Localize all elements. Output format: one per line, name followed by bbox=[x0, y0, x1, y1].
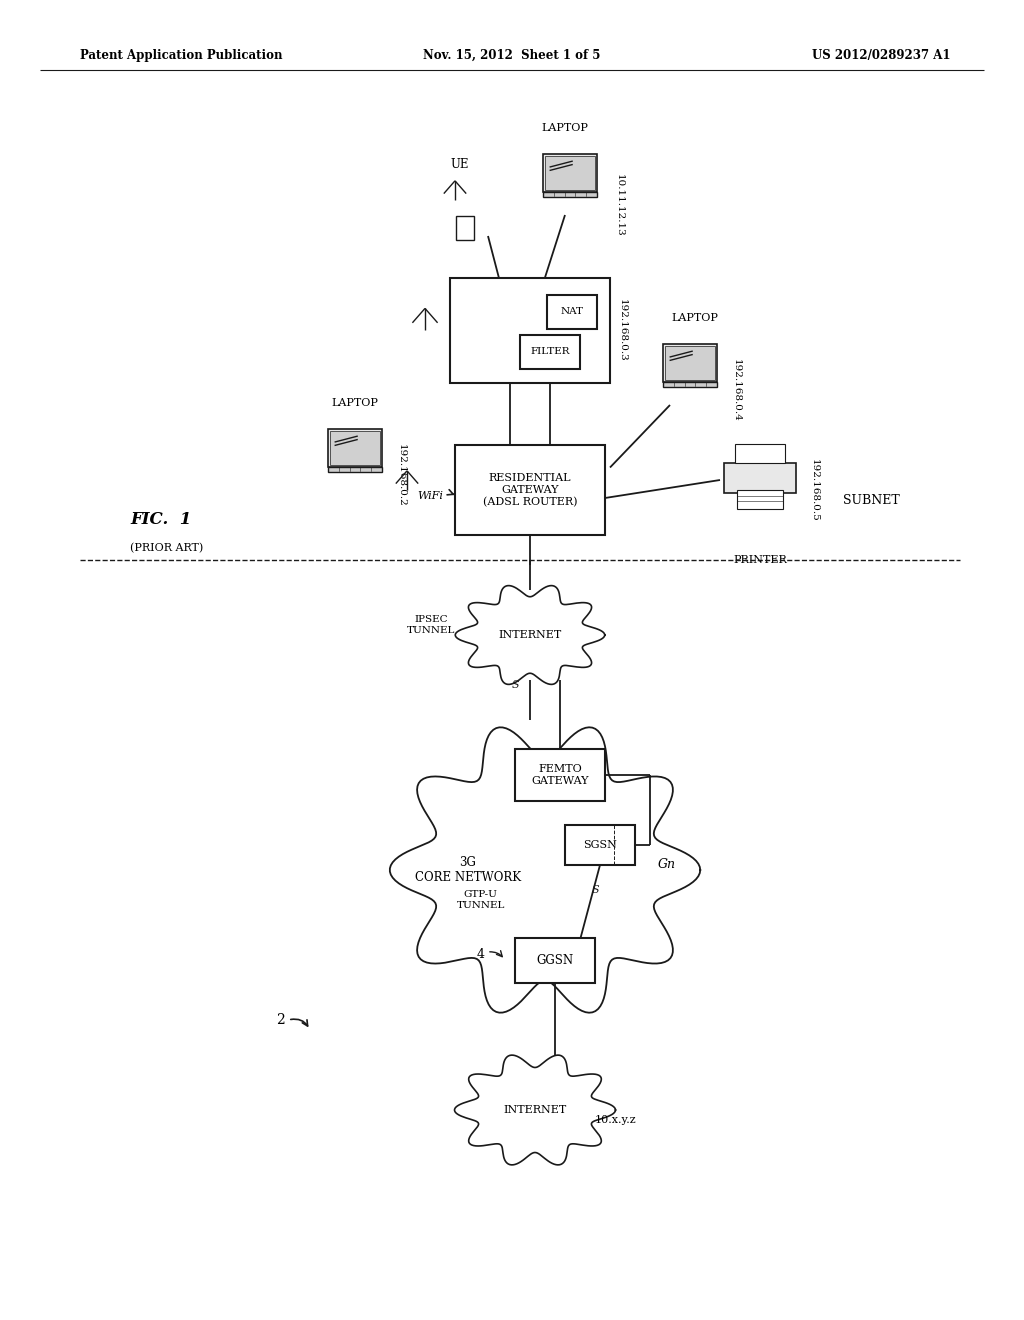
FancyBboxPatch shape bbox=[543, 154, 597, 191]
Text: Gn: Gn bbox=[658, 858, 676, 871]
Text: 192.168.0.4: 192.168.0.4 bbox=[732, 359, 741, 421]
FancyBboxPatch shape bbox=[515, 748, 605, 801]
Text: SUBNET: SUBNET bbox=[843, 494, 900, 507]
FancyBboxPatch shape bbox=[455, 445, 605, 535]
FancyBboxPatch shape bbox=[520, 335, 580, 370]
FancyBboxPatch shape bbox=[665, 346, 715, 380]
FancyBboxPatch shape bbox=[328, 429, 382, 467]
FancyBboxPatch shape bbox=[735, 444, 785, 463]
FancyBboxPatch shape bbox=[545, 156, 595, 190]
Text: NAT: NAT bbox=[560, 308, 584, 317]
Text: GGSN: GGSN bbox=[537, 953, 573, 966]
Text: INTERNET: INTERNET bbox=[504, 1105, 566, 1115]
Text: FEMTO
GATEWAY: FEMTO GATEWAY bbox=[531, 764, 589, 785]
Text: Patent Application Publication: Patent Application Publication bbox=[80, 49, 283, 62]
Polygon shape bbox=[455, 1055, 615, 1164]
FancyBboxPatch shape bbox=[330, 430, 380, 465]
FancyBboxPatch shape bbox=[450, 277, 610, 383]
Text: IPSEC
TUNNEL: IPSEC TUNNEL bbox=[407, 615, 455, 635]
Text: 10.11.12.13: 10.11.12.13 bbox=[615, 174, 624, 236]
Text: 192.168.0.2: 192.168.0.2 bbox=[397, 444, 406, 507]
FancyBboxPatch shape bbox=[736, 490, 783, 510]
FancyBboxPatch shape bbox=[663, 381, 717, 387]
Text: UE: UE bbox=[450, 158, 469, 172]
Text: INTERNET: INTERNET bbox=[499, 630, 561, 640]
FancyBboxPatch shape bbox=[565, 825, 635, 865]
Text: US 2012/0289237 A1: US 2012/0289237 A1 bbox=[811, 49, 950, 62]
Text: RESIDENTIAL
GATEWAY
(ADSL ROUTER): RESIDENTIAL GATEWAY (ADSL ROUTER) bbox=[482, 473, 578, 507]
Text: S: S bbox=[591, 884, 599, 895]
Text: LAPTOP: LAPTOP bbox=[332, 399, 379, 408]
FancyBboxPatch shape bbox=[663, 343, 717, 381]
Text: WiFi: WiFi bbox=[417, 491, 443, 502]
Text: LAPTOP: LAPTOP bbox=[672, 313, 719, 323]
FancyBboxPatch shape bbox=[456, 216, 474, 240]
FancyBboxPatch shape bbox=[543, 191, 597, 197]
Text: S: S bbox=[511, 680, 519, 690]
Text: 4: 4 bbox=[477, 949, 485, 961]
Text: 192.168.0.3: 192.168.0.3 bbox=[618, 298, 627, 362]
Text: 3G
CORE NETWORK: 3G CORE NETWORK bbox=[415, 855, 521, 884]
FancyBboxPatch shape bbox=[724, 463, 796, 492]
Text: FILTER: FILTER bbox=[530, 347, 569, 356]
Polygon shape bbox=[390, 727, 700, 1012]
Text: 192.168.0.5: 192.168.0.5 bbox=[810, 458, 819, 521]
FancyBboxPatch shape bbox=[515, 937, 595, 982]
FancyBboxPatch shape bbox=[547, 294, 597, 329]
Text: Nov. 15, 2012  Sheet 1 of 5: Nov. 15, 2012 Sheet 1 of 5 bbox=[423, 49, 601, 62]
Text: LAPTOP: LAPTOP bbox=[542, 123, 589, 133]
Text: (PRIOR ART): (PRIOR ART) bbox=[130, 543, 203, 553]
Text: FEMTO: FEMTO bbox=[462, 325, 506, 335]
Text: 10.x.y.z: 10.x.y.z bbox=[595, 1115, 637, 1125]
Polygon shape bbox=[456, 586, 605, 684]
Text: FIC.  1: FIC. 1 bbox=[130, 511, 191, 528]
FancyBboxPatch shape bbox=[328, 467, 382, 473]
Text: 2: 2 bbox=[276, 1012, 285, 1027]
Text: SGSN: SGSN bbox=[583, 840, 616, 850]
Text: PRINTER: PRINTER bbox=[733, 554, 786, 565]
Text: GTP-U
TUNNEL: GTP-U TUNNEL bbox=[457, 890, 505, 909]
